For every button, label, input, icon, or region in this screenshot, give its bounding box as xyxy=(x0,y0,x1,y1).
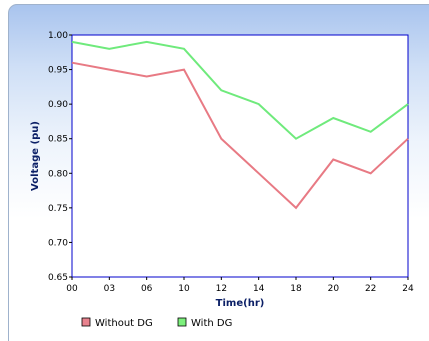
y-tick-label: 0.65 xyxy=(48,273,68,283)
x-tick-label: 14 xyxy=(253,284,265,294)
y-axis-ticks: 0.65 0.70 0.75 0.80 0.85 0.90 0.95 1.00 xyxy=(48,31,72,283)
y-tick-label: 0.70 xyxy=(48,238,68,248)
x-tick-label: 20 xyxy=(328,284,340,294)
y-tick-label: 0.95 xyxy=(48,66,68,76)
y-axis-title: Voltage (pu) xyxy=(30,121,41,191)
series-line-1 xyxy=(71,40,409,140)
y-tick-label: 0.85 xyxy=(48,135,68,145)
y-tick-label: 1.00 xyxy=(48,31,68,41)
x-axis-ticks: 00 03 06 10 12 14 18 20 22 24 xyxy=(66,277,414,294)
x-tick-label: 22 xyxy=(365,284,376,294)
legend-label-0: Without DG xyxy=(95,318,153,329)
x-tick-label: 03 xyxy=(104,284,115,294)
x-tick-label: 24 xyxy=(402,284,414,294)
legend-label-1: With DG xyxy=(191,318,232,329)
x-tick-label: 00 xyxy=(66,284,78,294)
series-layer xyxy=(71,40,409,210)
x-tick-label: 12 xyxy=(216,284,227,294)
legend-swatch-1 xyxy=(177,317,187,327)
legend-swatch-0 xyxy=(81,317,91,327)
x-tick-label: 06 xyxy=(141,284,153,294)
y-tick-label: 0.80 xyxy=(48,169,68,179)
x-tick-label: 10 xyxy=(178,284,190,294)
legend: Without DG With DG xyxy=(81,317,232,329)
y-tick-label: 0.75 xyxy=(48,204,68,214)
x-axis-title: Time(hr) xyxy=(216,298,265,309)
y-tick-label: 0.90 xyxy=(48,100,68,110)
series-line-0 xyxy=(71,61,409,210)
x-tick-label: 18 xyxy=(290,284,302,294)
